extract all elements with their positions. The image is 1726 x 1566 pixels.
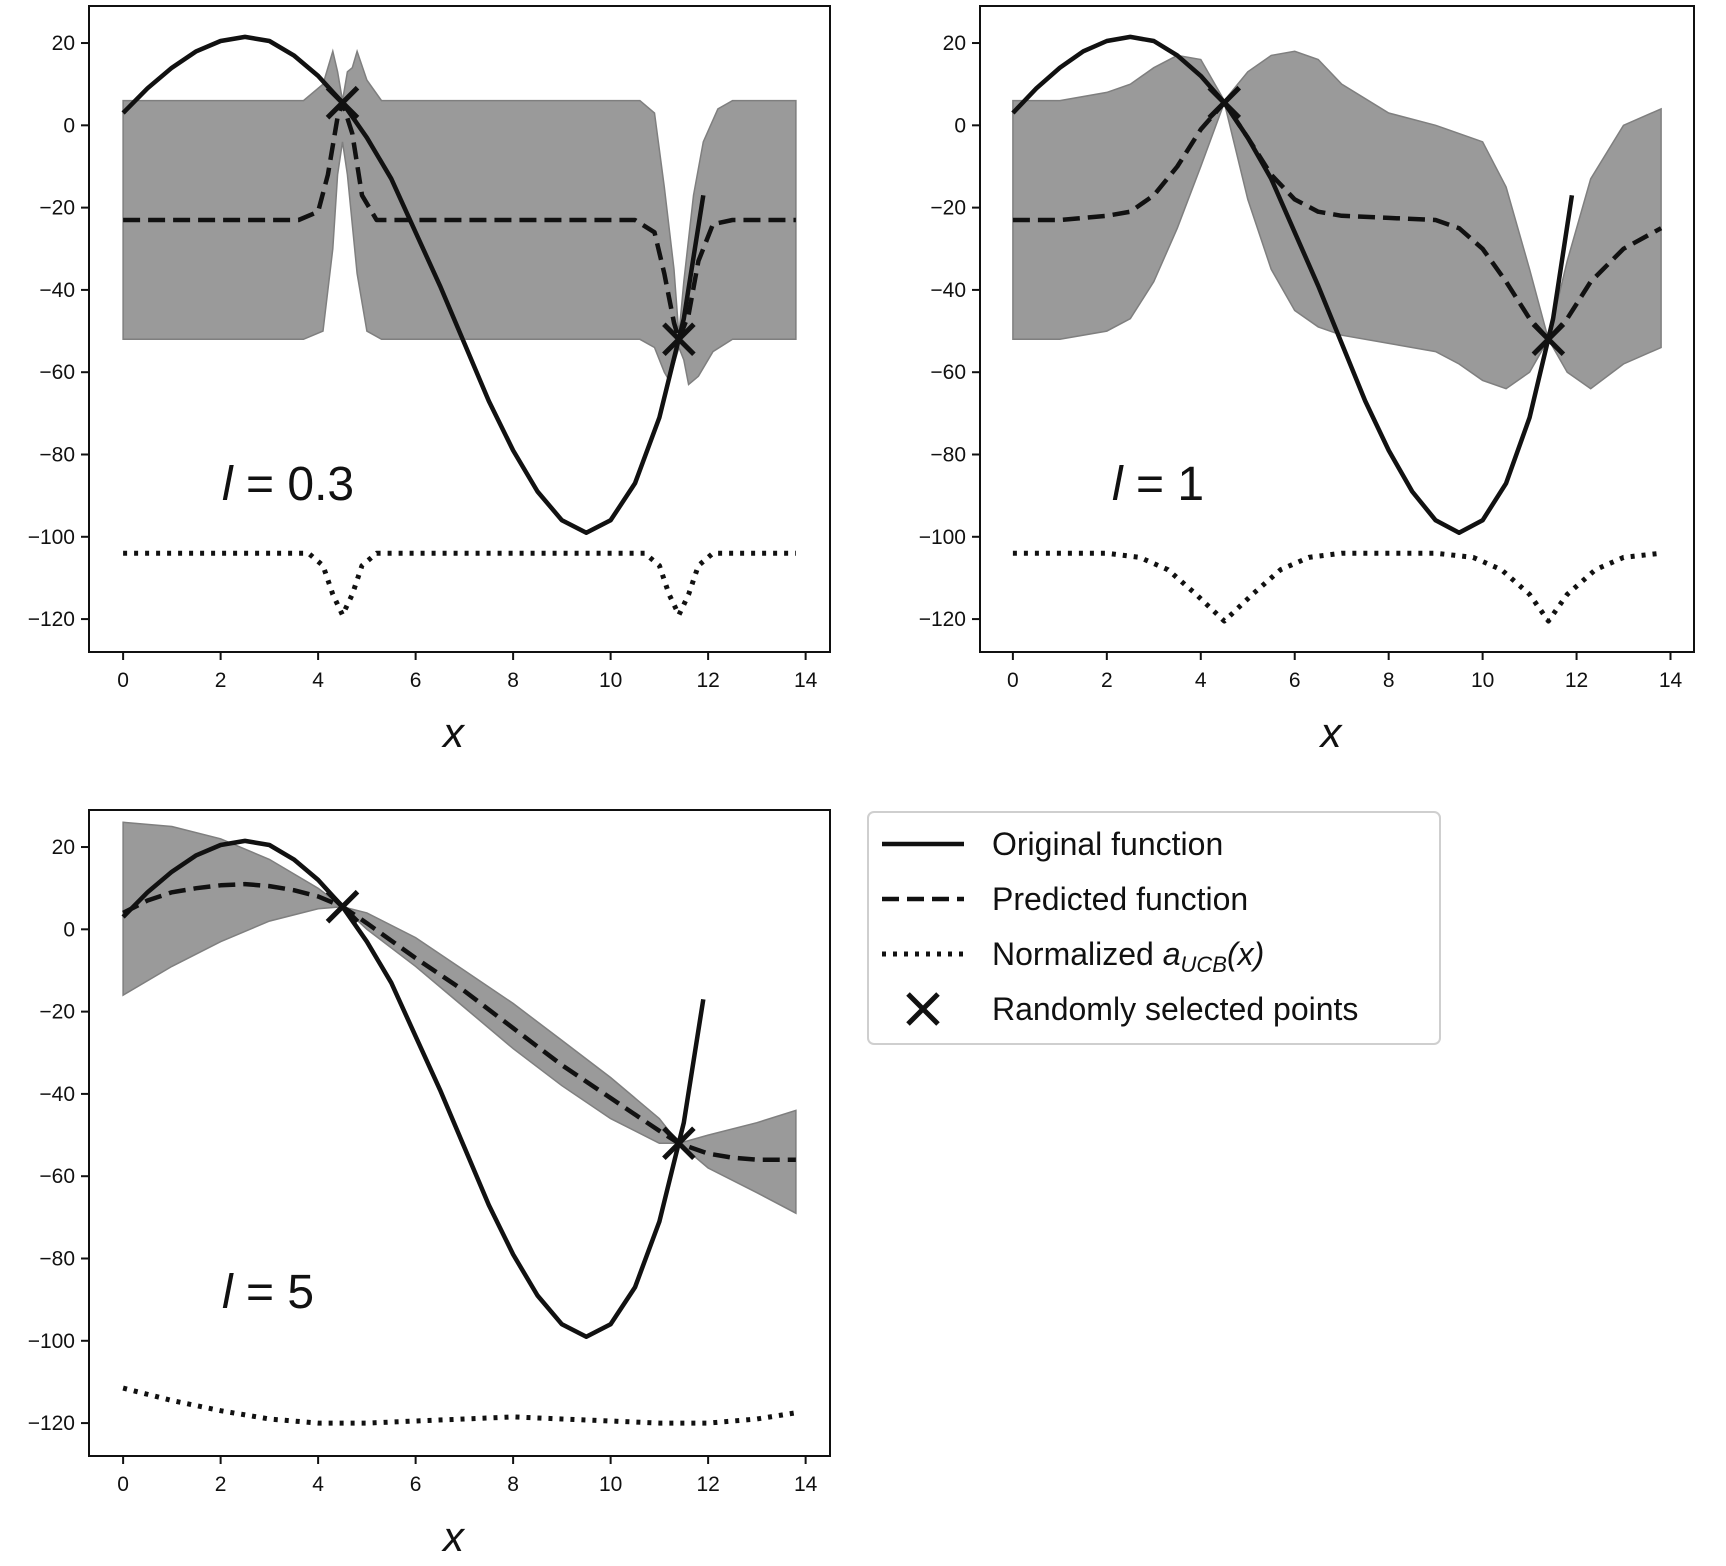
selected-point-marker	[662, 322, 696, 357]
legend-label: Predicted function	[992, 881, 1248, 917]
original-function-line	[121, 34, 706, 535]
selected-point-marker	[325, 889, 360, 924]
x-tick-label: 8	[507, 1473, 519, 1496]
x-tick-label: 12	[696, 669, 719, 692]
confidence-band	[122, 821, 797, 1215]
x-tick-label: 10	[599, 669, 622, 692]
y-tick-label: −80	[39, 443, 75, 466]
selected-point-marker	[662, 1126, 696, 1161]
legend: Original function Predicted function Norma…	[867, 811, 1441, 1045]
y-tick-label: −80	[39, 1247, 75, 1270]
original-function-line	[1011, 34, 1575, 535]
x-tick-label: 4	[312, 669, 324, 692]
x-tick-label: 14	[794, 1473, 818, 1496]
y-tick-label: 20	[943, 32, 966, 55]
lengthscale-annotation: l = 1	[1112, 458, 1204, 511]
panel-2: 0 2 4 6 8 10 12 14 20 0 −20 −40 −60 −80 −100 −120 x l = 1	[919, 5, 1695, 756]
y-tick-label: 0	[954, 114, 966, 137]
x-axis-label: x	[441, 1513, 466, 1560]
y-tick-label: −20	[930, 197, 966, 220]
y-tick-label: −100	[28, 526, 75, 549]
y-tick-label: −120	[28, 1412, 75, 1435]
y-tick-label: −40	[39, 1083, 75, 1106]
plot-area	[121, 821, 797, 1426]
legend-entry: Randomly selected points	[906, 991, 1358, 1027]
y-tick-label: −60	[39, 1165, 75, 1188]
x-tick-label: 0	[117, 1473, 129, 1496]
x-tick-label: 4	[312, 1473, 324, 1496]
x-tick-label: 4	[1195, 669, 1207, 692]
y-tick-label: −100	[919, 526, 966, 549]
plot-area	[121, 34, 797, 618]
y-tick-label: 20	[52, 32, 75, 55]
selected-point-marker	[1207, 85, 1242, 120]
axes-frame	[88, 5, 831, 653]
x-tick-label: 0	[1007, 669, 1019, 692]
legend-entry: Original function	[882, 826, 1223, 862]
legend-entry: Predicted function	[882, 881, 1248, 917]
predicted-function-line	[123, 100, 796, 342]
legend-label: Randomly selected points	[992, 991, 1358, 1027]
x-axis-label: x	[441, 709, 466, 756]
selected-point-marker	[1531, 322, 1566, 357]
x-tick-label: 10	[1471, 669, 1494, 692]
y-tick-label: 0	[63, 918, 75, 941]
selected-point-marker	[325, 85, 360, 120]
predicted-function-line	[122, 881, 796, 1162]
y-tick-label: 0	[63, 114, 75, 137]
x-tick-label: 8	[1383, 669, 1395, 692]
panel-1: 0 2 4 6 8 10 12 14 20 0 −20 −40 −60 −80 −100 −120 x l = 0…	[28, 5, 831, 756]
x-tick-label: 0	[117, 669, 129, 692]
x-tick-label: 6	[1289, 669, 1301, 692]
x-tick-label: 2	[1101, 669, 1113, 692]
y-tick-label: −60	[930, 361, 966, 384]
legend-label: Normalized aUCB(x)	[992, 936, 1264, 977]
y-tick-label: 20	[52, 836, 75, 859]
legend-entry: Normalized aUCB(x)	[882, 936, 1264, 977]
y-tick-label: −40	[39, 279, 75, 302]
x-tick-label: 2	[215, 669, 227, 692]
y-tick-label: −60	[39, 361, 75, 384]
lengthscale-annotation: l = 0.3	[222, 458, 354, 511]
confidence-band	[1012, 50, 1662, 390]
x-tick-label: 6	[410, 1473, 422, 1496]
lengthscale-annotation: l = 5	[222, 1266, 314, 1319]
y-tick-label: −40	[930, 279, 966, 302]
y-tick-label: −20	[39, 1001, 75, 1024]
legend-box	[867, 811, 1441, 1045]
x-tick-label: 14	[794, 669, 818, 692]
legend-label: Original function	[992, 826, 1223, 862]
acquisition-line	[1012, 550, 1662, 624]
x-axis-label: x	[1319, 709, 1344, 756]
y-tick-label: −20	[39, 197, 75, 220]
y-tick-label: −100	[28, 1330, 75, 1353]
axes-frame	[979, 5, 1695, 653]
panel-3: 0 2 4 6 8 10 12 14 20 0 −20 −40 −60 −80 −100 −120 x l = 5	[28, 809, 831, 1560]
x-tick-label: 12	[1565, 669, 1588, 692]
x-tick-label: 2	[215, 1473, 227, 1496]
y-tick-label: −80	[930, 443, 966, 466]
x-tick-label: 6	[410, 669, 422, 692]
x-tick-label: 10	[599, 1473, 622, 1496]
x-tick-label: 8	[507, 669, 519, 692]
x-tick-label: 12	[696, 1473, 719, 1496]
axes-frame	[88, 809, 831, 1457]
y-tick-label: −120	[28, 608, 75, 631]
x-tick-label: 14	[1659, 669, 1683, 692]
y-tick-label: −120	[919, 608, 966, 631]
acquisition-line	[123, 550, 796, 618]
legend-swatch-x-marker	[906, 992, 940, 1026]
plot-area	[1011, 34, 1663, 624]
acquisition-line	[122, 1385, 797, 1426]
original-function-line	[121, 838, 706, 1339]
